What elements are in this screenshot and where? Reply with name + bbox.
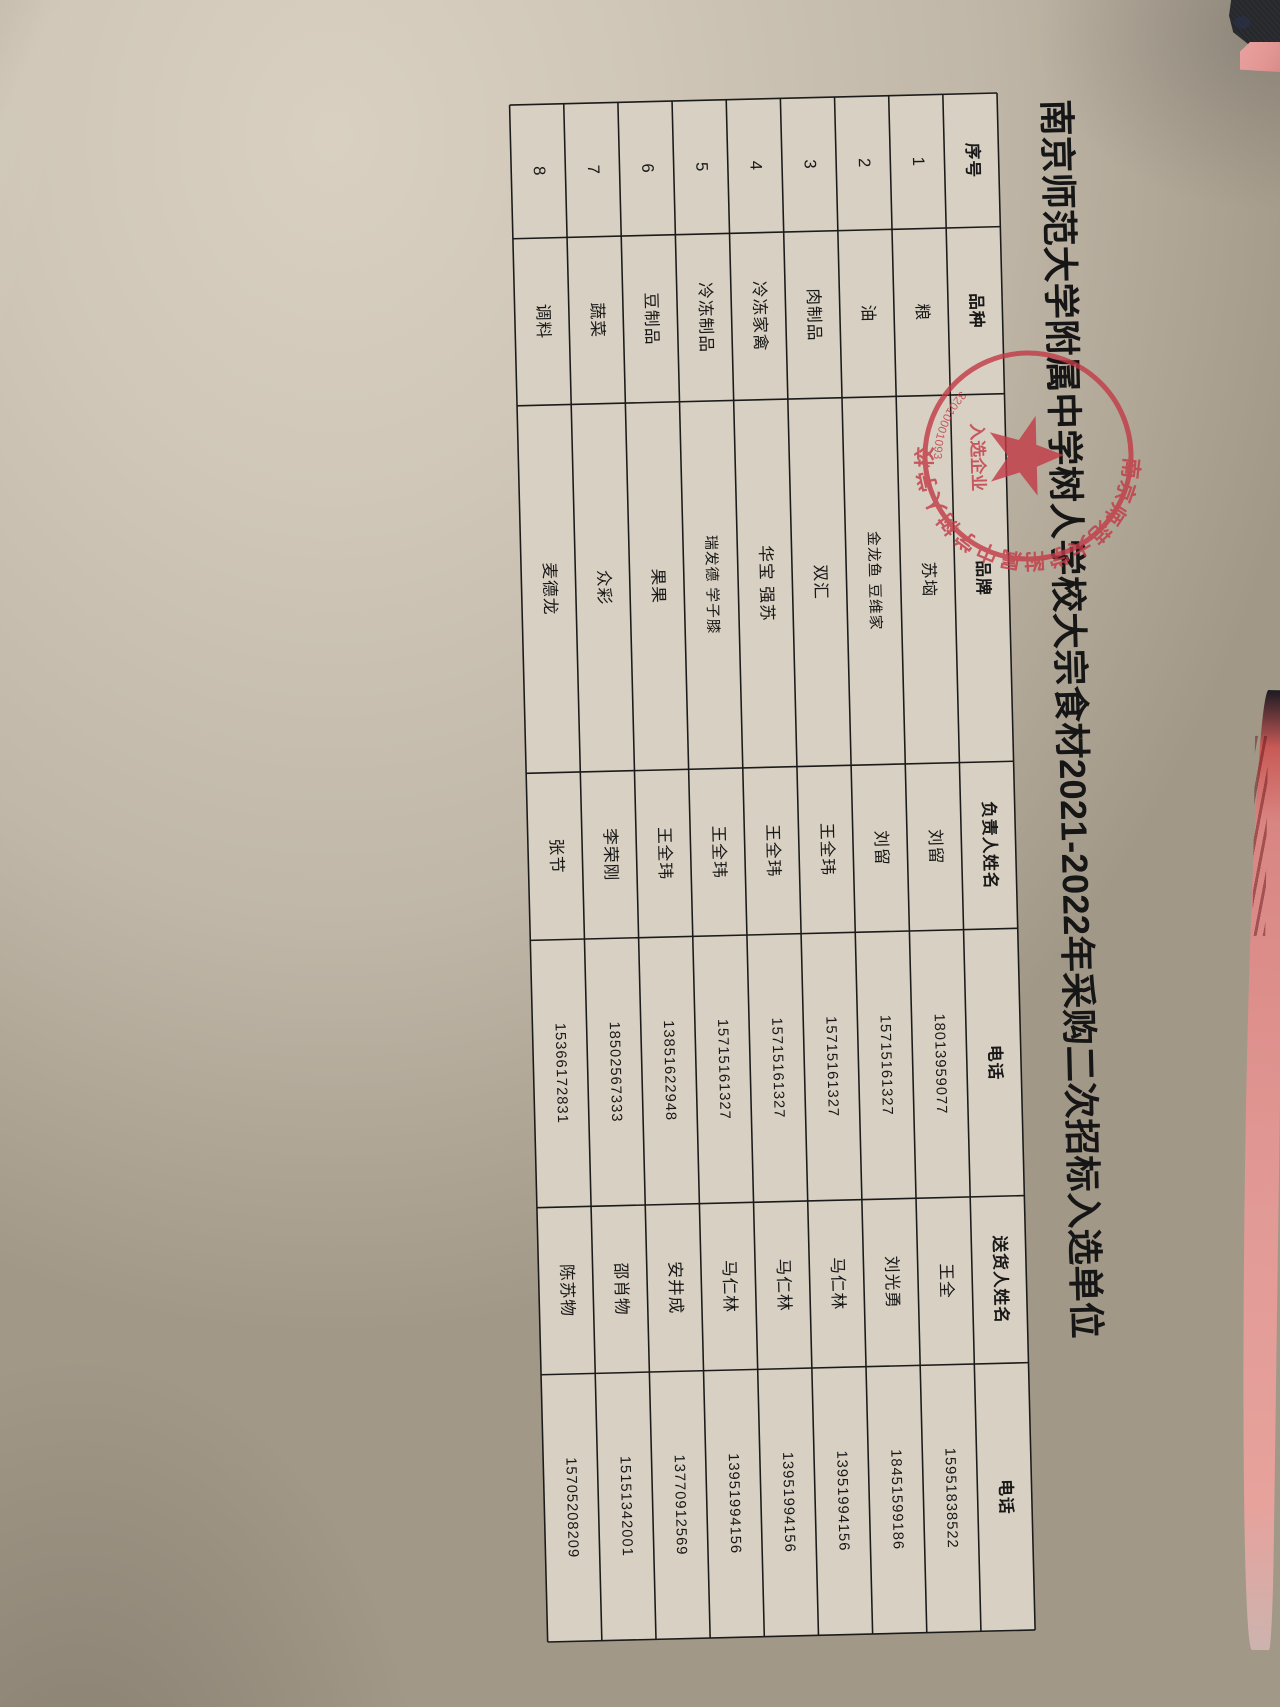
svg-text:18451599186: 18451599186 — [887, 1449, 905, 1550]
svg-text:李荣刚: 李荣刚 — [600, 828, 620, 882]
svg-text:王全玮: 王全玮 — [655, 827, 675, 881]
svg-text:众彩: 众彩 — [594, 570, 614, 606]
svg-text:调料: 调料 — [533, 304, 553, 340]
svg-text:油: 油 — [858, 304, 877, 322]
svg-text:15151342001: 15151342001 — [616, 1456, 634, 1557]
svg-text:马仁林: 马仁林 — [828, 1257, 848, 1311]
svg-text:13770912569: 13770912569 — [671, 1454, 689, 1555]
svg-text:蔬菜: 蔬菜 — [587, 302, 607, 338]
svg-text:15366172831: 15366172831 — [552, 1023, 570, 1124]
svg-text:13951994156: 13951994156 — [779, 1452, 797, 1553]
svg-text:南京师范大学附属中学树人学校大宗食材2021-2022年采购: 南京师范大学附属中学树人学校大宗食材2021-2022年采购二次招标入选单位 — [1035, 99, 1107, 1339]
svg-text:15705208209: 15705208209 — [562, 1457, 580, 1558]
svg-text:冷冻家禽: 冷冻家禽 — [749, 281, 770, 352]
svg-text:马仁林: 马仁林 — [719, 1260, 739, 1314]
svg-text:王全玮: 王全玮 — [709, 825, 729, 879]
svg-text:刘留: 刘留 — [926, 829, 946, 865]
svg-text:15715161327: 15715161327 — [768, 1017, 786, 1118]
svg-text:15715161327: 15715161327 — [822, 1016, 840, 1117]
svg-text:3: 3 — [801, 159, 820, 170]
svg-text:负责人姓名: 负责人姓名 — [979, 801, 1001, 890]
svg-text:电话: 电话 — [985, 1045, 1006, 1081]
svg-text:邵肖物: 邵肖物 — [611, 1262, 631, 1316]
svg-text:序号: 序号 — [963, 143, 984, 179]
svg-text:13951994156: 13951994156 — [833, 1450, 851, 1551]
svg-text:6: 6 — [638, 163, 657, 174]
svg-text:18013959077: 18013959077 — [931, 1013, 949, 1114]
svg-text:刘光勇: 刘光勇 — [882, 1256, 902, 1310]
svg-text:豆制品: 豆制品 — [641, 292, 661, 346]
svg-text:13851622948: 13851622948 — [660, 1020, 678, 1121]
svg-text:15951838522: 15951838522 — [941, 1448, 959, 1549]
svg-text:王全: 王全 — [936, 1263, 956, 1299]
svg-text:肉制品: 肉制品 — [804, 288, 824, 342]
svg-text:双汇: 双汇 — [811, 564, 831, 600]
svg-text:入选企业: 入选企业 — [967, 423, 989, 491]
svg-text:7: 7 — [584, 164, 603, 175]
svg-text:4: 4 — [746, 160, 765, 171]
svg-text:电话: 电话 — [996, 1479, 1017, 1515]
svg-text:8: 8 — [530, 166, 549, 177]
svg-text:15715161327: 15715161327 — [876, 1015, 894, 1116]
svg-text:粮: 粮 — [913, 303, 932, 321]
svg-text:13951994156: 13951994156 — [725, 1453, 743, 1554]
svg-text:刘留: 刘留 — [871, 830, 891, 866]
svg-text:王全玮: 王全玮 — [763, 824, 783, 878]
svg-text:华宝 强苏: 华宝 强苏 — [756, 545, 777, 622]
svg-text:送货人姓名: 送货人姓名 — [990, 1235, 1012, 1324]
svg-text:王全玮: 王全玮 — [817, 823, 837, 877]
svg-text:安井成: 安井成 — [665, 1261, 685, 1315]
svg-text:果果: 果果 — [648, 568, 668, 604]
svg-text:品种: 品种 — [966, 293, 987, 329]
svg-text:麦德龙: 麦德龙 — [540, 562, 560, 616]
svg-text:张节: 张节 — [546, 838, 566, 874]
svg-text:1: 1 — [909, 156, 928, 167]
svg-text:5: 5 — [692, 162, 711, 173]
svg-text:2: 2 — [855, 158, 874, 169]
svg-text:15715161327: 15715161327 — [714, 1019, 732, 1120]
svg-text:苏垴: 苏垴 — [919, 562, 939, 598]
svg-text:18502567333: 18502567333 — [606, 1021, 624, 1122]
svg-text:冷冻制品: 冷冻制品 — [695, 282, 716, 353]
svg-text:陈苏物: 陈苏物 — [557, 1264, 577, 1318]
svg-text:马仁林: 马仁林 — [774, 1258, 794, 1312]
